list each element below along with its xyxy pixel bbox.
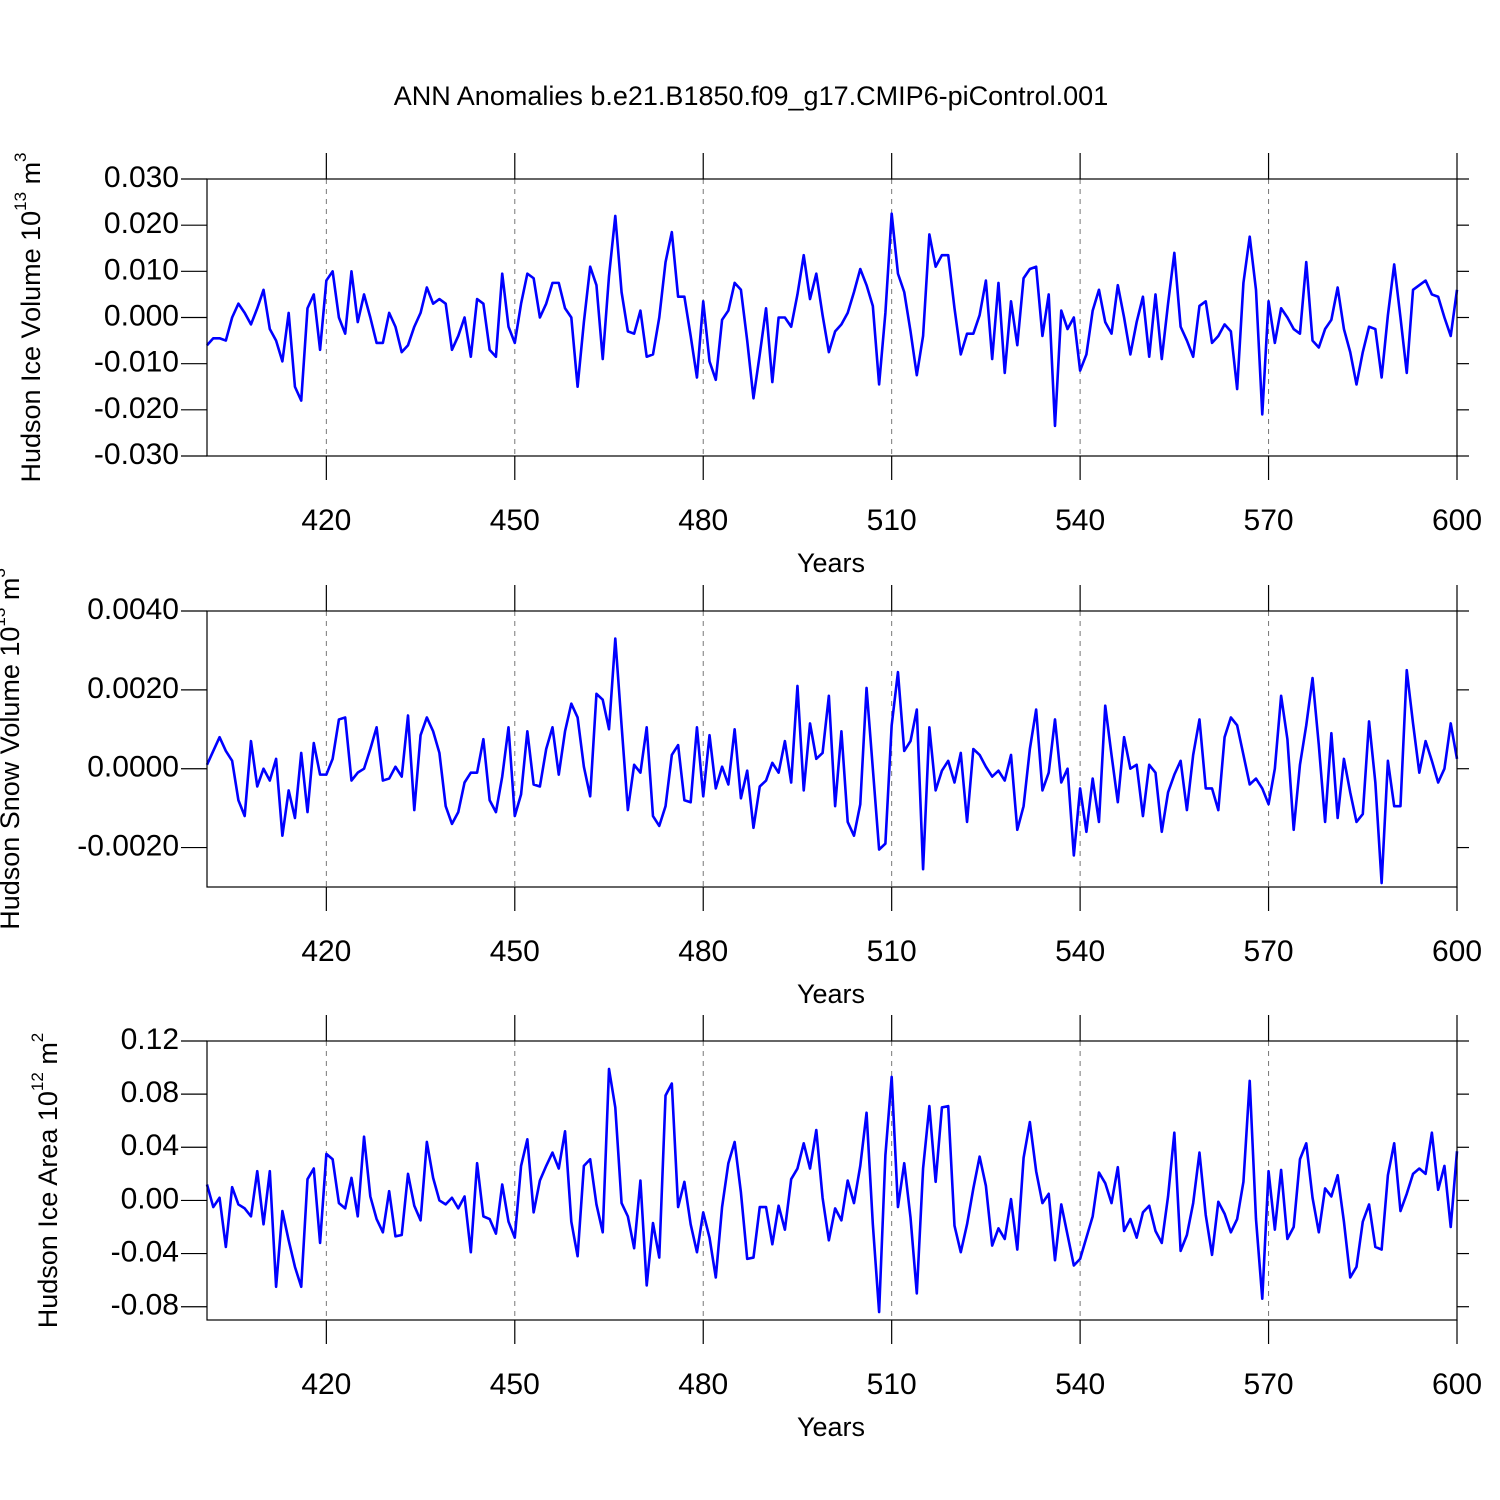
y-tick-label: 0.08: [121, 1076, 179, 1109]
x-tick-label: 450: [490, 1368, 540, 1401]
y-axis-label: Hudson Snow Volume 1013 m3: [0, 568, 25, 930]
x-tick-label: 420: [301, 1368, 351, 1401]
y-tick-label: -0.030: [94, 438, 179, 471]
x-tick-label: 540: [1055, 1368, 1105, 1401]
y-tick-label: 0.010: [104, 253, 179, 286]
y-label-unit-exponent: 3: [0, 568, 9, 577]
x-axis-label: Years: [797, 548, 865, 578]
y-axis-label: Hudson Ice Volume 1013 m3: [11, 152, 46, 482]
data-line: [205, 1067, 1459, 1314]
y-tick-label: 0.0040: [87, 593, 179, 626]
y-label-unit: m: [0, 578, 25, 608]
x-tick-label: 420: [301, 504, 351, 537]
y-tick-label: 0.04: [121, 1129, 179, 1162]
x-tick-label: 480: [678, 935, 728, 968]
x-tick-label: 570: [1244, 935, 1294, 968]
x-axis-label: Years: [797, 979, 865, 1009]
y-tick-label: 0.0020: [87, 672, 179, 705]
y-label-text: Hudson Snow Volume 10: [0, 627, 25, 930]
x-tick-label: 540: [1055, 504, 1105, 537]
x-tick-label: 450: [490, 504, 540, 537]
data-line: [206, 212, 1459, 428]
figure-title: ANN Anomalies b.e21.B1850.f09_g17.CMIP6-…: [394, 81, 1108, 111]
x-tick-label: 600: [1432, 1368, 1482, 1401]
y-label-text: Hudson Ice Volume 10: [16, 211, 46, 483]
x-tick-label: 480: [678, 504, 728, 537]
y-tick-label: 0.12: [121, 1023, 179, 1056]
x-tick-label: 600: [1432, 935, 1482, 968]
y-tick-label: -0.010: [94, 346, 179, 379]
y-tick-label: -0.0020: [77, 829, 179, 862]
y-label-unit-exponent: 3: [11, 152, 30, 161]
plot-frame: [206, 1040, 1458, 1321]
y-label-exponent: 12: [28, 1072, 47, 1091]
y-tick-label: -0.04: [111, 1235, 179, 1268]
y-tick-label: 0.030: [104, 161, 179, 194]
y-tick-label: -0.020: [94, 392, 179, 425]
x-tick-label: 600: [1432, 504, 1482, 537]
plot-frame: [206, 178, 1458, 457]
x-tick-label: 510: [867, 935, 917, 968]
x-axis-label: Years: [797, 1412, 865, 1442]
y-label-exponent: 13: [11, 192, 30, 211]
y-label-text: Hudson Ice Area 10: [33, 1091, 63, 1328]
y-axis-label: Hudson Ice Area 1012 m2: [28, 1033, 63, 1329]
x-tick-label: 510: [867, 504, 917, 537]
y-label-unit: m: [16, 162, 46, 192]
y-tick-label: 0.00: [121, 1182, 179, 1215]
y-label-unit: m: [33, 1042, 63, 1072]
y-tick-label: 0.000: [104, 299, 179, 332]
y-tick-label: 0.0000: [87, 751, 179, 784]
y-tick-label: 0.020: [104, 207, 179, 240]
x-tick-label: 450: [490, 935, 540, 968]
x-tick-label: 540: [1055, 935, 1105, 968]
y-label-unit-exponent: 2: [28, 1033, 47, 1042]
data-line: [205, 637, 1459, 885]
x-tick-label: 420: [301, 935, 351, 968]
plot-frame: [206, 610, 1458, 888]
y-label-exponent: 13: [0, 608, 9, 627]
x-tick-label: 480: [678, 1368, 728, 1401]
x-tick-label: 510: [867, 1368, 917, 1401]
y-tick-label: -0.08: [111, 1289, 179, 1322]
x-tick-label: 570: [1244, 504, 1294, 537]
x-tick-label: 570: [1244, 1368, 1294, 1401]
